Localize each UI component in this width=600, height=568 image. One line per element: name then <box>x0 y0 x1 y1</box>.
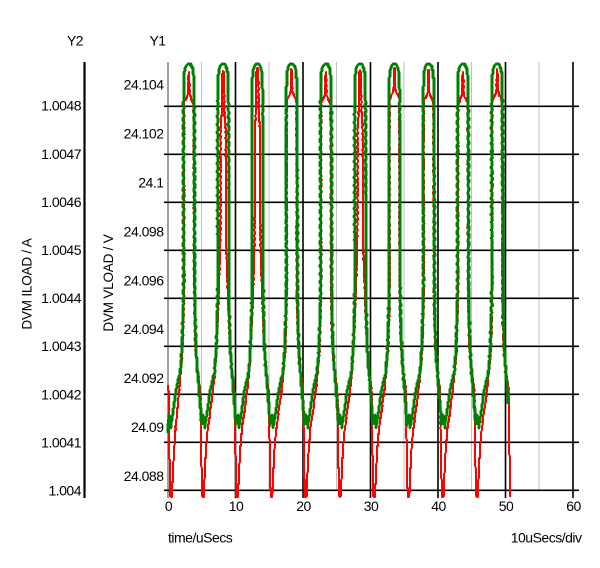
svg-text:24.098: 24.098 <box>124 223 165 239</box>
svg-text:time/uSecs: time/uSecs <box>168 530 233 546</box>
svg-text:Y2: Y2 <box>67 33 84 49</box>
svg-text:40: 40 <box>431 498 446 514</box>
svg-text:10: 10 <box>229 498 244 514</box>
svg-text:1.0042: 1.0042 <box>41 386 82 402</box>
svg-text:1.0047: 1.0047 <box>41 146 82 162</box>
svg-text:24.09: 24.09 <box>131 419 164 435</box>
svg-text:50: 50 <box>499 498 514 514</box>
svg-text:1.0044: 1.0044 <box>41 290 82 306</box>
svg-text:20: 20 <box>296 498 311 514</box>
svg-text:60: 60 <box>566 498 581 514</box>
svg-text:0: 0 <box>165 498 173 514</box>
svg-text:1.0046: 1.0046 <box>41 194 82 210</box>
svg-text:30: 30 <box>364 498 379 514</box>
svg-text:24.094: 24.094 <box>124 321 165 337</box>
svg-text:24.1: 24.1 <box>138 174 164 190</box>
svg-text:24.102: 24.102 <box>124 125 165 141</box>
svg-text:DVM ILOAD / A: DVM ILOAD / A <box>20 238 35 329</box>
svg-text:1.0041: 1.0041 <box>41 434 82 450</box>
svg-text:24.096: 24.096 <box>124 272 165 288</box>
svg-text:24.092: 24.092 <box>124 370 165 386</box>
svg-text:1.0045: 1.0045 <box>41 242 82 258</box>
svg-text:1.0048: 1.0048 <box>41 98 82 114</box>
svg-text:10uSecs/div: 10uSecs/div <box>511 530 582 546</box>
svg-text:1.004: 1.004 <box>48 483 81 499</box>
svg-text:Y1: Y1 <box>149 33 166 49</box>
svg-text:DVM VLOAD / V: DVM VLOAD / V <box>101 234 116 331</box>
svg-text:24.088: 24.088 <box>124 468 165 484</box>
svg-text:24.104: 24.104 <box>124 77 165 93</box>
svg-text:1.0043: 1.0043 <box>41 338 82 354</box>
